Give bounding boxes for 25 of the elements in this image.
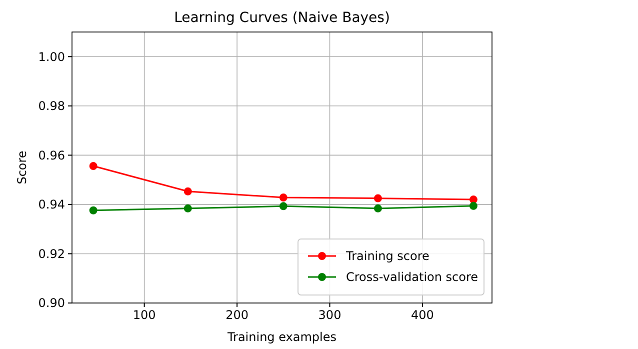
y-tick-label: 0.96 (38, 148, 65, 162)
point (374, 204, 382, 212)
point (89, 162, 98, 170)
y-tick-label: 0.98 (38, 99, 65, 114)
y-axis-title: Score (15, 150, 29, 184)
x-tick-label: 200 (226, 308, 248, 322)
y-tick-label: 0.90 (38, 296, 65, 310)
point (89, 206, 98, 214)
point (279, 194, 288, 202)
point (469, 196, 478, 204)
y-tick-label: 1.00 (38, 50, 65, 64)
legend-label: Training score (345, 249, 430, 264)
point (184, 204, 192, 212)
point (279, 202, 288, 210)
y-tick-label: 0.94 (38, 198, 65, 212)
point (184, 187, 192, 196)
x-tick-label: 300 (318, 308, 342, 322)
x-tick-label: 400 (411, 308, 434, 322)
point (374, 194, 382, 202)
legend-label: Cross-validation score (346, 270, 478, 284)
x-tick-label: 100 (132, 308, 156, 322)
point (469, 202, 478, 210)
chart-title: Learning Curves (Naive Bayes) (174, 10, 390, 26)
y-tick-label: 0.92 (38, 246, 65, 261)
x-axis-title: Training examples (226, 330, 337, 344)
